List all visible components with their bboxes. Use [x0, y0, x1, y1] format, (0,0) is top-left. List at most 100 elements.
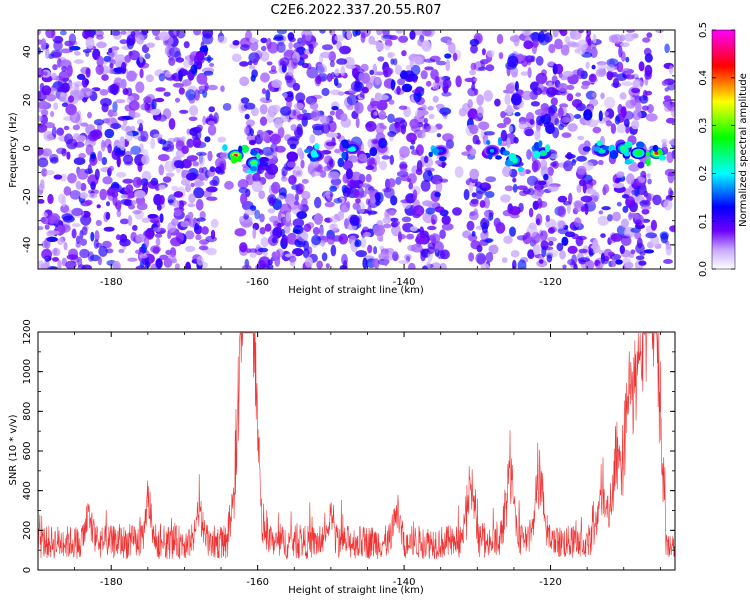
heatmap-cell	[44, 122, 55, 129]
heatmap-cell	[75, 180, 82, 190]
heatmap-cell	[114, 149, 126, 157]
y-tick-label: 1200	[22, 319, 33, 344]
heatmap-cell	[367, 244, 373, 254]
heatmap-cell	[389, 154, 394, 165]
heatmap-cell	[398, 105, 408, 110]
heatmap-cell	[401, 216, 412, 223]
heatmap-cell	[173, 191, 184, 198]
heatmap-cell	[368, 35, 376, 45]
heatmap-cell	[378, 160, 388, 171]
heatmap-cell	[469, 200, 479, 207]
heatmap-cell	[304, 35, 312, 42]
heatmap-cell	[131, 200, 137, 205]
heatmap-cell	[439, 229, 446, 240]
heatmap-cell	[120, 194, 129, 199]
heatmap-cell	[412, 205, 425, 217]
heatmap-cell	[259, 97, 267, 103]
heatmap-cell	[106, 201, 110, 207]
heatmap-cell	[481, 182, 487, 189]
heatmap-cell	[52, 257, 59, 262]
heatmap-cell	[119, 39, 128, 45]
heatmap-hotspot	[439, 156, 447, 162]
x-tick-label: -140	[393, 277, 416, 288]
heatmap-cell	[500, 111, 506, 119]
heatmap-cell	[194, 89, 201, 101]
heatmap-hotspot	[428, 151, 434, 158]
heatmap-cell	[248, 65, 256, 70]
heatmap-cell	[510, 250, 520, 258]
heatmap-cell	[660, 232, 669, 244]
heatmap-cell	[535, 72, 548, 85]
heatmap-cell	[436, 60, 447, 66]
heatmap-cell	[80, 238, 87, 246]
heatmap-cell	[96, 55, 104, 68]
heatmap-cell	[119, 218, 130, 225]
heatmap-cell	[130, 145, 141, 155]
heatmap-cell	[120, 78, 127, 90]
heatmap-cell	[646, 173, 651, 178]
heatmap-cell	[164, 71, 172, 78]
heatmap-cell	[375, 122, 385, 135]
figure-title: C2E6.2022.337.20.55.R07	[270, 3, 441, 18]
heatmap-cell	[552, 63, 558, 75]
heatmap-cell	[282, 92, 288, 99]
heatmap-cell	[388, 209, 396, 216]
heatmap-cell	[479, 200, 486, 208]
heatmap-cell	[567, 245, 578, 254]
heatmap-cell	[326, 73, 333, 82]
heatmap-cell	[340, 65, 346, 77]
heatmap-cell	[45, 257, 50, 262]
heatmap-cell	[554, 38, 563, 50]
heatmap-cell	[575, 92, 582, 97]
heatmap-cell	[90, 231, 95, 242]
heatmap-cell	[325, 141, 337, 147]
heatmap-cell	[205, 235, 217, 243]
heatmap-cell	[44, 224, 50, 230]
heatmap-cell	[652, 194, 662, 206]
heatmap-cell	[141, 217, 151, 223]
heatmap-cell	[163, 257, 173, 268]
heatmap-cell	[73, 59, 84, 64]
heatmap-cell	[292, 218, 305, 228]
heatmap-cell	[126, 70, 137, 82]
heatmap-cell	[108, 47, 113, 54]
heatmap-cell	[354, 240, 359, 247]
heatmap-cell	[277, 194, 285, 201]
heatmap-cell	[50, 110, 55, 118]
heatmap-cell	[471, 192, 477, 198]
heatmap-cell	[630, 227, 641, 233]
heatmap-cell	[82, 49, 92, 53]
heatmap-cell	[38, 157, 49, 168]
heatmap-cell	[425, 207, 436, 215]
heatmap-cell	[162, 146, 169, 151]
heatmap-cell	[136, 119, 144, 125]
heatmap-cell	[333, 77, 339, 87]
spectrogram-frame	[37, 29, 676, 270]
heatmap-cell	[337, 210, 345, 220]
heatmap-cell	[630, 120, 640, 130]
heatmap-hotspot	[502, 150, 510, 156]
heatmap-cell	[185, 184, 191, 193]
heatmap-cell	[559, 30, 568, 37]
heatmap-cell	[369, 147, 378, 157]
heatmap-cell	[630, 161, 638, 172]
heatmap-cell	[40, 179, 45, 189]
heatmap-cell	[570, 42, 580, 48]
heatmap-cell	[260, 72, 270, 83]
heatmap-cell	[109, 63, 114, 69]
heatmap-cell	[379, 94, 389, 101]
heatmap-cell	[124, 161, 133, 166]
heatmap-cell	[580, 195, 593, 203]
heatmap-cell	[292, 110, 297, 116]
heatmap-cell	[167, 199, 174, 204]
heatmap-cell	[173, 160, 185, 169]
heatmap-cell	[97, 150, 103, 162]
heatmap-hotspot	[314, 143, 320, 150]
heatmap-cell	[611, 34, 623, 44]
heatmap-cell	[535, 235, 546, 243]
heatmap-cell	[182, 79, 192, 87]
heatmap-cell	[209, 166, 216, 173]
heatmap-cell	[153, 221, 161, 229]
heatmap-cell	[85, 37, 95, 49]
